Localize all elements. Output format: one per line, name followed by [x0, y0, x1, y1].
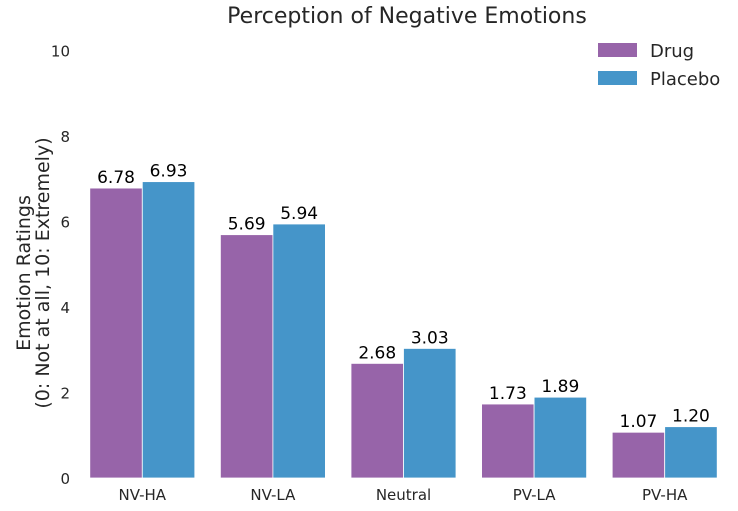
data-label: 5.94 — [280, 204, 318, 224]
bar-placebo-pv-la — [533, 396, 587, 479]
data-label: 3.03 — [411, 328, 449, 348]
y-tick-label: 8 — [60, 128, 70, 146]
bar-drug-nv-ha — [89, 187, 143, 479]
legend-swatch-placebo — [598, 71, 637, 85]
y-tick-label: 6 — [60, 213, 70, 231]
y-axis-label-line-2: (0: Not at all, 10: Extremely) — [32, 137, 54, 408]
legend-label-placebo: Placebo — [650, 69, 720, 90]
y-tick-label: 0 — [60, 470, 70, 488]
data-label: 1.89 — [541, 377, 579, 397]
bar-placebo-neutral — [403, 348, 457, 479]
x-tick-label: NV-HA — [119, 486, 167, 504]
chart-title: Perception of Negative Emotions — [227, 4, 587, 29]
x-tick-label: Neutral — [376, 486, 431, 504]
legend: Drug Placebo — [598, 41, 720, 90]
legend-label-drug: Drug — [650, 41, 694, 62]
bar-placebo-nv-la — [272, 223, 326, 479]
bar-placebo-nv-ha — [141, 181, 196, 479]
bar-drug-pv-ha — [611, 431, 666, 479]
x-tick-label: NV-LA — [250, 486, 296, 504]
x-tick-label: PV-HA — [642, 486, 688, 504]
y-axis-label-line-1: Emotion Ratings — [13, 195, 35, 351]
legend-swatch-drug — [598, 43, 637, 57]
bar-drug-pv-la — [481, 403, 535, 479]
bar-drug-neutral — [350, 362, 404, 479]
data-label: 5.69 — [228, 215, 266, 235]
data-label: 1.73 — [489, 384, 527, 404]
data-label: 1.20 — [672, 407, 710, 427]
data-labels: 6.78 6.93 5.69 5.94 2.68 3.03 1.73 1.89 1.07 1.20 — [97, 162, 710, 433]
y-tick-label: 4 — [60, 299, 70, 317]
bar-drug-nv-la — [219, 234, 274, 479]
bars — [89, 181, 718, 479]
bar-placebo-pv-ha — [664, 426, 718, 479]
y-axis-label: Emotion Ratings (0: Not at all, 10: Extr… — [13, 137, 54, 408]
y-tick-label: 2 — [60, 384, 70, 402]
data-label: 6.78 — [97, 168, 135, 188]
y-tick-label: 10 — [51, 42, 70, 60]
x-tick-label: PV-LA — [513, 486, 557, 504]
x-axis-ticks: NV-HA NV-LA Neutral PV-LA PV-HA — [119, 486, 689, 504]
data-label: 2.68 — [358, 343, 396, 363]
data-label: 6.93 — [150, 162, 188, 182]
y-axis-ticks: 0 2 4 6 8 10 — [51, 42, 70, 488]
data-label: 1.07 — [620, 412, 658, 432]
